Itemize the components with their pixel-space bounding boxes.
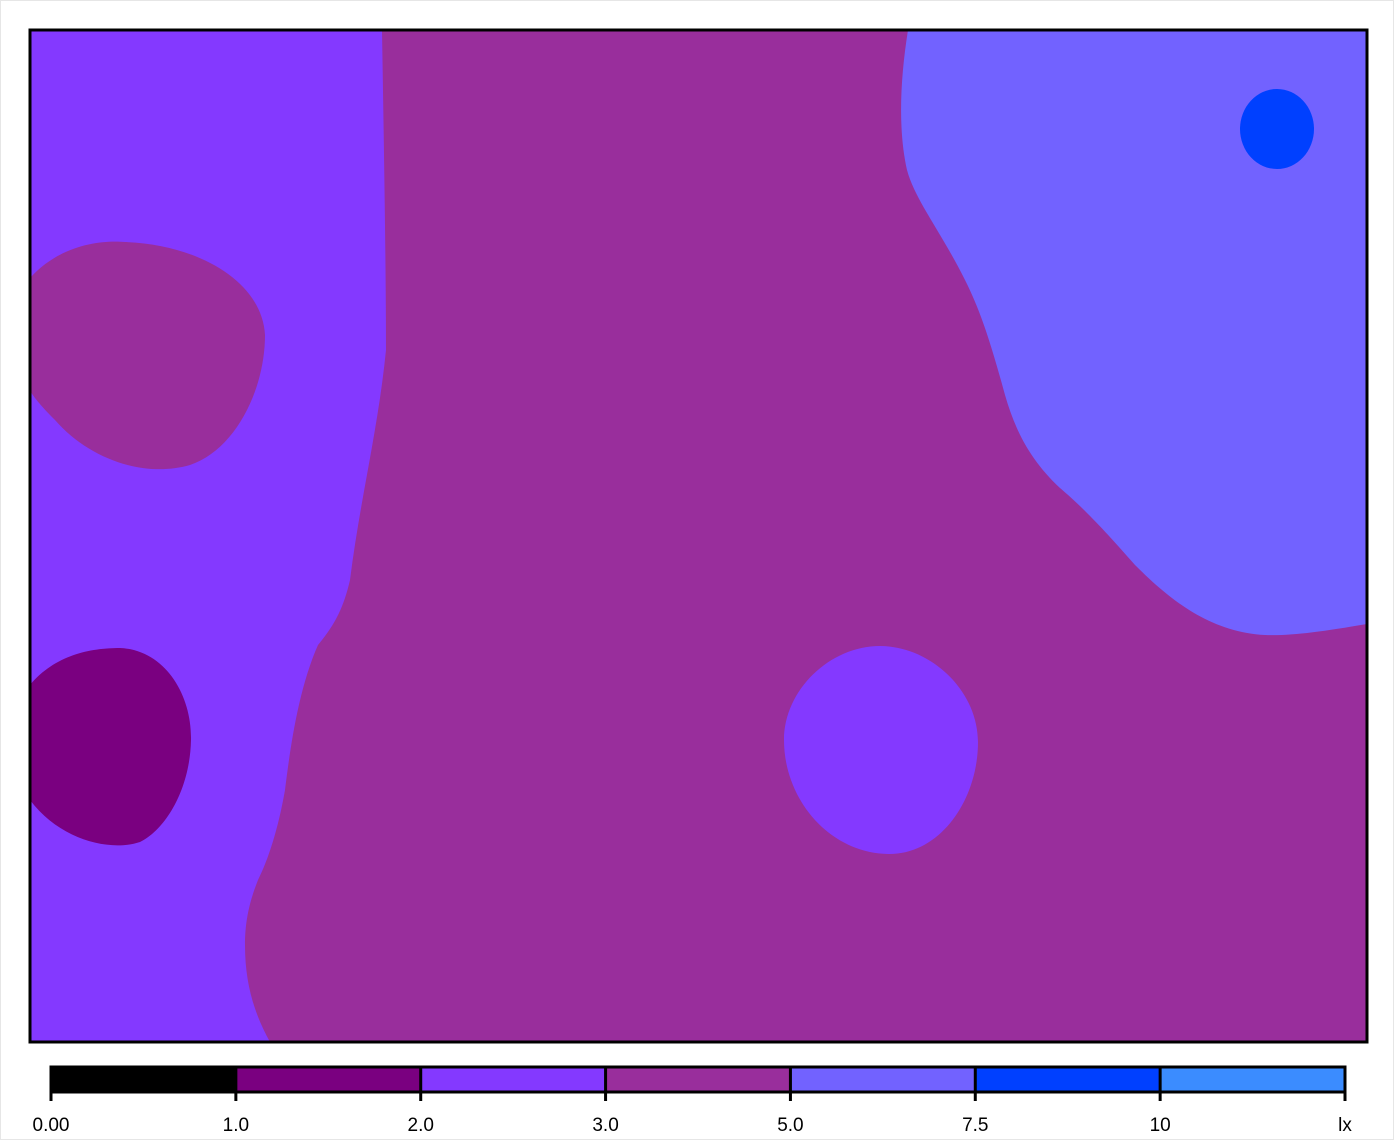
colorbar-tick-label: 7.5 [962,1115,988,1136]
colorbar-swatch [975,1067,1161,1092]
region-upper-right-spot [1240,89,1314,169]
colorbar-swatch [1160,1067,1345,1092]
region-left-lower-patch [30,648,192,846]
colorbar-legend: 0.00 1.0 2.0 3.0 5.0 7.5 10 lx [33,1065,1352,1136]
colorbar-tick-label: 0.00 [33,1115,70,1136]
heatmap-plot [30,30,1367,1042]
colorbar-swatch [790,1067,976,1092]
colorbar-swatch [235,1067,421,1092]
colorbar-tick-label: 1.0 [223,1115,249,1136]
colorbar-tick-label: 2.0 [408,1115,434,1136]
colorbar-swatch [51,1067,236,1092]
colorbar-tick-label: 3.0 [592,1115,618,1136]
region-upper-right-zone [901,30,1367,636]
colorbar-swatch [605,1067,791,1092]
plot-border [28,28,1369,1044]
colorbar-tick-label: lx [1338,1115,1352,1136]
colorbar-tick-label: 5.0 [777,1115,803,1136]
colorbar-swatch [420,1067,606,1092]
region-left-upper-patch [30,241,265,470]
region-center-right-patch [784,646,978,855]
colorbar-tick-label: 10 [1150,1115,1171,1136]
